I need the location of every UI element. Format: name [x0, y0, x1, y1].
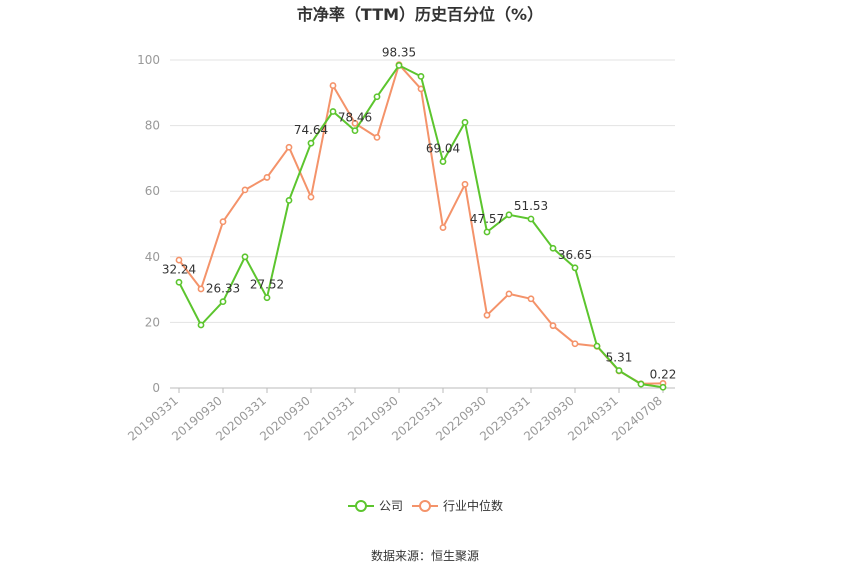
data-point	[373, 134, 381, 141]
data-point	[197, 285, 205, 293]
y-tick-label: 20	[145, 315, 160, 329]
y-tick-label: 0	[152, 381, 160, 395]
data-label: 69.04	[426, 142, 460, 156]
legend-item-company[interactable]: 公司	[348, 499, 403, 513]
legend-label: 公司	[379, 499, 403, 513]
data-point	[395, 62, 403, 69]
chart-title: 市净率（TTM）历史百分位（%）	[297, 5, 543, 24]
data-label: 74.64	[294, 123, 328, 137]
data-label: 32.24	[162, 262, 196, 276]
data-point	[197, 321, 205, 329]
data-point	[439, 158, 447, 165]
data-point	[307, 139, 315, 147]
data-label: 98.35	[382, 45, 416, 59]
data-point	[549, 322, 557, 330]
data-point	[285, 196, 293, 204]
data-point	[351, 127, 359, 135]
data-point	[505, 290, 513, 298]
data-point	[417, 73, 425, 80]
data-point	[241, 253, 249, 261]
data-point	[483, 311, 491, 319]
y-tick-label: 100	[137, 53, 160, 67]
data-point	[439, 224, 447, 232]
data-label: 51.53	[514, 199, 548, 213]
data-point	[307, 193, 315, 201]
data-point	[329, 108, 337, 115]
data-label: 5.31	[606, 351, 633, 365]
legend-label: 行业中位数	[443, 498, 503, 513]
legend[interactable]: 公司 行业中位数	[348, 498, 503, 513]
data-point	[527, 215, 535, 223]
data-point	[219, 218, 227, 226]
data-point	[659, 383, 667, 391]
data-labels: 32.24 26.33 27.52 74.64 78.46 98.35 69.04 47.57…	[162, 45, 677, 381]
data-point	[175, 256, 183, 264]
legend-swatch-marker	[355, 500, 367, 512]
data-point	[593, 342, 601, 350]
data-point	[285, 143, 293, 151]
y-tick-label: 60	[145, 184, 160, 198]
data-point	[241, 186, 249, 194]
data-label: 47.57	[470, 212, 504, 226]
data-point	[175, 278, 183, 286]
data-label: 27.52	[250, 278, 284, 292]
data-point	[263, 294, 271, 302]
series-line	[178, 64, 664, 389]
data-point	[527, 295, 535, 303]
data-point	[571, 264, 579, 272]
data-point	[461, 118, 469, 126]
data-point	[461, 180, 469, 188]
data-point	[549, 244, 557, 252]
data-point	[615, 367, 623, 374]
source-note: 数据来源：恒生聚源	[371, 548, 479, 563]
y-axis: 0 20 40 60 80 100	[137, 53, 160, 395]
data-point	[637, 380, 645, 388]
series-industry-median	[175, 61, 667, 388]
data-label: 0.22	[650, 367, 677, 381]
series-layer	[175, 61, 667, 391]
legend-item-industry-median[interactable]: 行业中位数	[412, 498, 503, 513]
y-tick-label: 40	[145, 250, 160, 264]
data-point	[219, 298, 227, 306]
x-axis: 2019033120190930202003312020093020210331…	[125, 387, 675, 444]
data-point	[263, 174, 271, 181]
data-point	[571, 340, 579, 348]
series-line	[178, 63, 664, 385]
data-label: 26.33	[206, 282, 240, 296]
data-label: 78.46	[338, 111, 372, 125]
data-point	[329, 82, 337, 89]
data-point	[505, 211, 513, 219]
data-point	[373, 93, 381, 101]
series-company	[175, 62, 667, 391]
data-point	[351, 119, 359, 127]
data-label: 36.65	[558, 248, 592, 262]
y-tick-label: 80	[145, 119, 160, 133]
data-point	[483, 228, 491, 236]
legend-swatch-marker	[419, 500, 431, 512]
